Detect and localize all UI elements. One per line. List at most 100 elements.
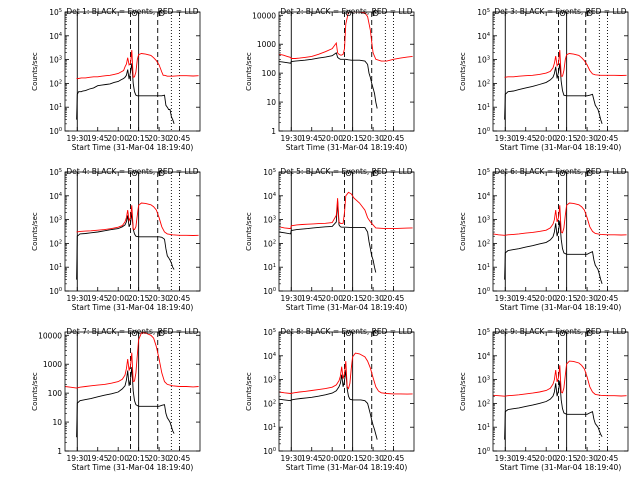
y-axis-label: Counts/sec xyxy=(459,372,467,411)
y-tick-label: 104 xyxy=(263,192,276,201)
x-axis-label: Start Time (31-Mar-04 18:19:40) xyxy=(500,463,622,472)
marker-label: O xyxy=(131,329,137,338)
y-tick-label: 100 xyxy=(263,447,276,456)
y-tick-label: 103 xyxy=(49,56,62,65)
y-tick-label: 101 xyxy=(477,263,490,272)
y-tick-label: 104 xyxy=(49,32,62,41)
marker-label: D xyxy=(159,169,165,178)
x-axis-label: Start Time (31-Mar-04 18:19:40) xyxy=(72,303,194,312)
panel-det-4: 10010110210310410519:3019:4520:0020:1520… xyxy=(31,167,201,312)
marker-label: D xyxy=(373,169,379,178)
y-tick-label: 102 xyxy=(477,399,490,408)
x-tick-label: 19:30 xyxy=(66,454,88,463)
x-tick-label: 20:45 xyxy=(169,294,191,303)
panel-det-6: 10010110210310410519:3019:4520:0020:1520… xyxy=(459,167,629,312)
y-tick-label: 101 xyxy=(49,103,62,112)
y-tick-label: 1 xyxy=(57,447,62,456)
x-tick-label: 19:30 xyxy=(494,294,516,303)
x-tick-label: 19:45 xyxy=(87,294,109,303)
y-tick-label: 102 xyxy=(49,79,62,88)
panel-title: Det 4: BLACK = Events, RED = LLD xyxy=(66,167,198,176)
x-tick-label: 19:30 xyxy=(280,454,302,463)
y-tick-label: 101 xyxy=(263,423,276,432)
series-lld-line xyxy=(279,352,413,395)
x-tick-label: 20:00 xyxy=(321,454,343,463)
series-events-line xyxy=(76,212,175,280)
plot-frame xyxy=(278,171,415,292)
panel-det-2: 1 10 100 1000 10000 19:3019:4520:0020:1520:30… xyxy=(245,7,415,152)
x-tick-label: 19:45 xyxy=(515,454,537,463)
y-tick-label: 105 xyxy=(49,8,62,17)
marker-label: D xyxy=(159,9,165,18)
panel-det-3: 10010110210310410519:3019:4520:0020:1520… xyxy=(459,7,629,152)
panel-det-5: 10010110210310410519:3019:4520:0020:1520… xyxy=(245,167,415,312)
x-tick-label: 20:00 xyxy=(107,134,129,143)
y-tick-label: 100 xyxy=(49,287,62,296)
panel-det-7: 1 10 100 1000 10000 19:3019:4520:0020:1520:30… xyxy=(31,327,201,472)
x-tick-label: 20:00 xyxy=(321,134,343,143)
y-tick-label: 1000 xyxy=(43,360,62,369)
x-tick-label: 20:30 xyxy=(576,454,598,463)
x-axis-label: Start Time (31-Mar-04 18:19:40) xyxy=(72,463,194,472)
y-tick-label: 105 xyxy=(263,328,276,337)
y-tick-label: 10000 xyxy=(38,331,62,340)
x-tick-label: 20:30 xyxy=(362,294,384,303)
x-tick-label: 20:15 xyxy=(342,294,364,303)
marker-label: O xyxy=(131,169,137,178)
x-tick-label: 19:30 xyxy=(66,134,88,143)
x-tick-label: 20:45 xyxy=(597,294,619,303)
marker-label: D xyxy=(373,329,379,338)
y-tick-label: 103 xyxy=(49,216,62,225)
x-tick-label: 19:30 xyxy=(494,454,516,463)
x-tick-label: 20:00 xyxy=(535,454,557,463)
panel-det-1: 10010110210310410519:3019:4520:0020:1520… xyxy=(31,7,201,152)
x-tick-label: 20:00 xyxy=(535,134,557,143)
x-tick-label: 20:00 xyxy=(107,294,129,303)
x-tick-label: 19:45 xyxy=(515,294,537,303)
y-axis-label: Counts/sec xyxy=(245,52,253,91)
panel-title: Det 8: BLACK = Events, RED = LLD xyxy=(280,327,412,336)
x-axis-label: Start Time (31-Mar-04 18:19:40) xyxy=(500,303,622,312)
x-tick-label: 20:15 xyxy=(556,454,578,463)
x-tick-label: 20:30 xyxy=(362,134,384,143)
series-events-line xyxy=(279,370,378,440)
y-tick-label: 105 xyxy=(477,168,490,177)
panel-det-8: 10010110210310410519:3019:4520:0020:1520… xyxy=(245,327,415,472)
y-tick-label: 10000 xyxy=(252,11,276,20)
series-lld-line xyxy=(76,202,199,236)
y-tick-label: 101 xyxy=(477,103,490,112)
x-tick-label: 20:45 xyxy=(597,454,619,463)
x-axis-label: Start Time (31-Mar-04 18:19:40) xyxy=(286,143,408,152)
panel-title: Det 9: BLACK = Events, RED = LLD xyxy=(494,327,626,336)
plot-frame xyxy=(64,331,201,452)
y-tick-label: 104 xyxy=(49,192,62,201)
x-tick-label: 20:30 xyxy=(148,294,170,303)
x-tick-label: 20:00 xyxy=(107,454,129,463)
marker-label: O xyxy=(559,329,565,338)
y-tick-label: 10 xyxy=(52,418,62,427)
x-tick-label: 20:00 xyxy=(321,294,343,303)
y-tick-label: 1000 xyxy=(257,40,276,49)
marker-label: D xyxy=(373,9,379,18)
x-tick-label: 19:30 xyxy=(280,294,302,303)
marker-label: D xyxy=(587,169,593,178)
x-tick-label: 19:45 xyxy=(301,454,323,463)
x-tick-label: 20:45 xyxy=(169,134,191,143)
x-tick-label: 20:00 xyxy=(535,294,557,303)
plot-frame xyxy=(492,171,629,292)
x-tick-label: 20:15 xyxy=(342,454,364,463)
series-lld-line xyxy=(279,12,413,62)
y-tick-label: 103 xyxy=(477,216,490,225)
marker-label: O xyxy=(345,9,351,18)
panel-title: Det 7: BLACK = Events, RED = LLD xyxy=(66,327,198,336)
series-lld-line xyxy=(493,202,627,236)
series-events-line xyxy=(76,366,175,438)
y-tick-label: 103 xyxy=(263,216,276,225)
y-tick-label: 1 xyxy=(271,127,276,136)
x-tick-label: 19:45 xyxy=(515,134,537,143)
marker-label: O xyxy=(559,169,565,178)
plot-frame xyxy=(492,11,629,132)
plot-frame xyxy=(492,331,629,452)
x-tick-label: 20:15 xyxy=(128,134,150,143)
y-tick-label: 103 xyxy=(263,376,276,385)
